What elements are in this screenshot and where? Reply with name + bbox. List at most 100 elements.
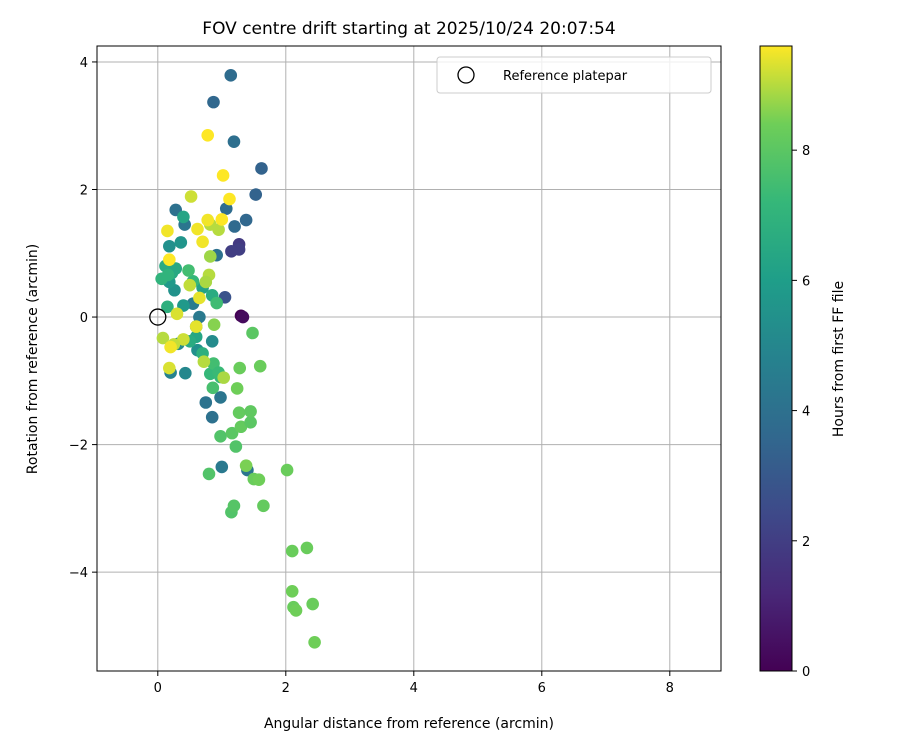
colorbar-tick-label: 6 (802, 274, 810, 289)
data-point (202, 467, 216, 481)
data-point (163, 253, 176, 266)
data-point (174, 236, 188, 249)
data-point (201, 128, 215, 142)
data-point (308, 636, 321, 649)
x-tick-label: 6 (538, 681, 546, 696)
x-tick-label: 4 (410, 681, 418, 696)
data-point (239, 213, 253, 227)
data-point (177, 333, 190, 346)
data-point (230, 382, 244, 395)
data-point (223, 192, 236, 206)
data-point (182, 264, 195, 277)
data-point (184, 190, 198, 203)
data-point (201, 213, 215, 227)
data-point (205, 410, 219, 424)
y-tick-label: 4 (80, 56, 88, 71)
data-point (306, 597, 319, 611)
data-point (161, 300, 174, 314)
data-point (300, 541, 314, 555)
data-point (216, 169, 230, 182)
data-point (253, 359, 267, 373)
data-point (239, 459, 253, 472)
data-point (257, 499, 270, 513)
data-point (249, 188, 263, 201)
data-point (156, 331, 170, 345)
data-point (163, 361, 176, 375)
data-point (215, 460, 229, 474)
data-point (199, 396, 213, 409)
colorbar-tick-label: 0 (802, 665, 810, 680)
data-point (203, 250, 217, 263)
legend: Reference platepar (436, 56, 712, 94)
colorbar-tick-label: 8 (802, 144, 810, 159)
data-point (214, 391, 227, 404)
data-point (228, 220, 241, 233)
data-point (189, 320, 203, 333)
data-point (214, 430, 227, 443)
data-point (285, 544, 299, 558)
data-point (161, 268, 175, 282)
data-point (234, 420, 248, 434)
y-tick-label: −4 (69, 566, 88, 581)
chart-title: FOV centre drift starting at 2025/10/24 … (202, 19, 615, 39)
axis-ticks: 0 2 4 6 8 −4 −2 0 2 4 (69, 56, 674, 696)
data-point (177, 210, 190, 224)
plot-frame (96, 45, 722, 672)
data-points (155, 69, 321, 649)
data-point (183, 278, 197, 292)
x-tick-label: 8 (666, 681, 674, 696)
colorbar-label: Hours from first FF file (831, 281, 847, 437)
data-point (225, 245, 238, 258)
data-point (229, 440, 243, 453)
colorbar (759, 45, 793, 672)
data-point (233, 361, 247, 375)
data-point (280, 463, 294, 477)
data-point (207, 318, 221, 331)
data-point (217, 371, 231, 384)
data-point (232, 406, 246, 420)
colorbar-tick-label: 2 (802, 535, 810, 550)
data-point (244, 415, 257, 429)
data-point (196, 235, 209, 249)
data-point (163, 239, 176, 253)
data-point (236, 310, 250, 324)
colorbar-tick-label: 4 (802, 405, 810, 420)
y-tick-label: −2 (69, 439, 88, 454)
data-point (244, 405, 257, 418)
data-point (207, 95, 220, 109)
data-point (246, 326, 259, 340)
colorbar-ticks: 0 2 4 6 8 (792, 144, 810, 680)
data-point (215, 213, 229, 226)
data-point (285, 584, 299, 598)
data-point (227, 135, 241, 148)
data-point (199, 275, 213, 289)
data-point (161, 224, 174, 238)
data-point (252, 473, 266, 486)
data-point (179, 366, 192, 380)
data-point (193, 291, 206, 305)
data-point (191, 222, 204, 236)
data-point (193, 310, 206, 324)
data-point (255, 162, 268, 175)
y-tick-label: 2 (80, 183, 88, 198)
data-point (219, 202, 233, 215)
data-point (206, 381, 220, 395)
data-point (227, 499, 241, 513)
data-point (205, 334, 219, 348)
data-point (289, 604, 303, 617)
x-tick-label: 2 (282, 681, 290, 696)
x-tick-label: 0 (154, 681, 162, 696)
y-tick-label: 0 (80, 311, 88, 326)
data-point (170, 307, 184, 321)
reference-point (149, 308, 167, 326)
legend-label: Reference platepar (503, 69, 628, 84)
data-point (224, 69, 238, 82)
grid-lines (97, 46, 721, 671)
data-point (225, 426, 239, 440)
legend-marker (457, 66, 475, 84)
legend-box (436, 56, 712, 94)
data-point (197, 355, 211, 368)
y-axis-label: Rotation from reference (arcmin) (25, 244, 41, 474)
data-point (210, 296, 223, 310)
